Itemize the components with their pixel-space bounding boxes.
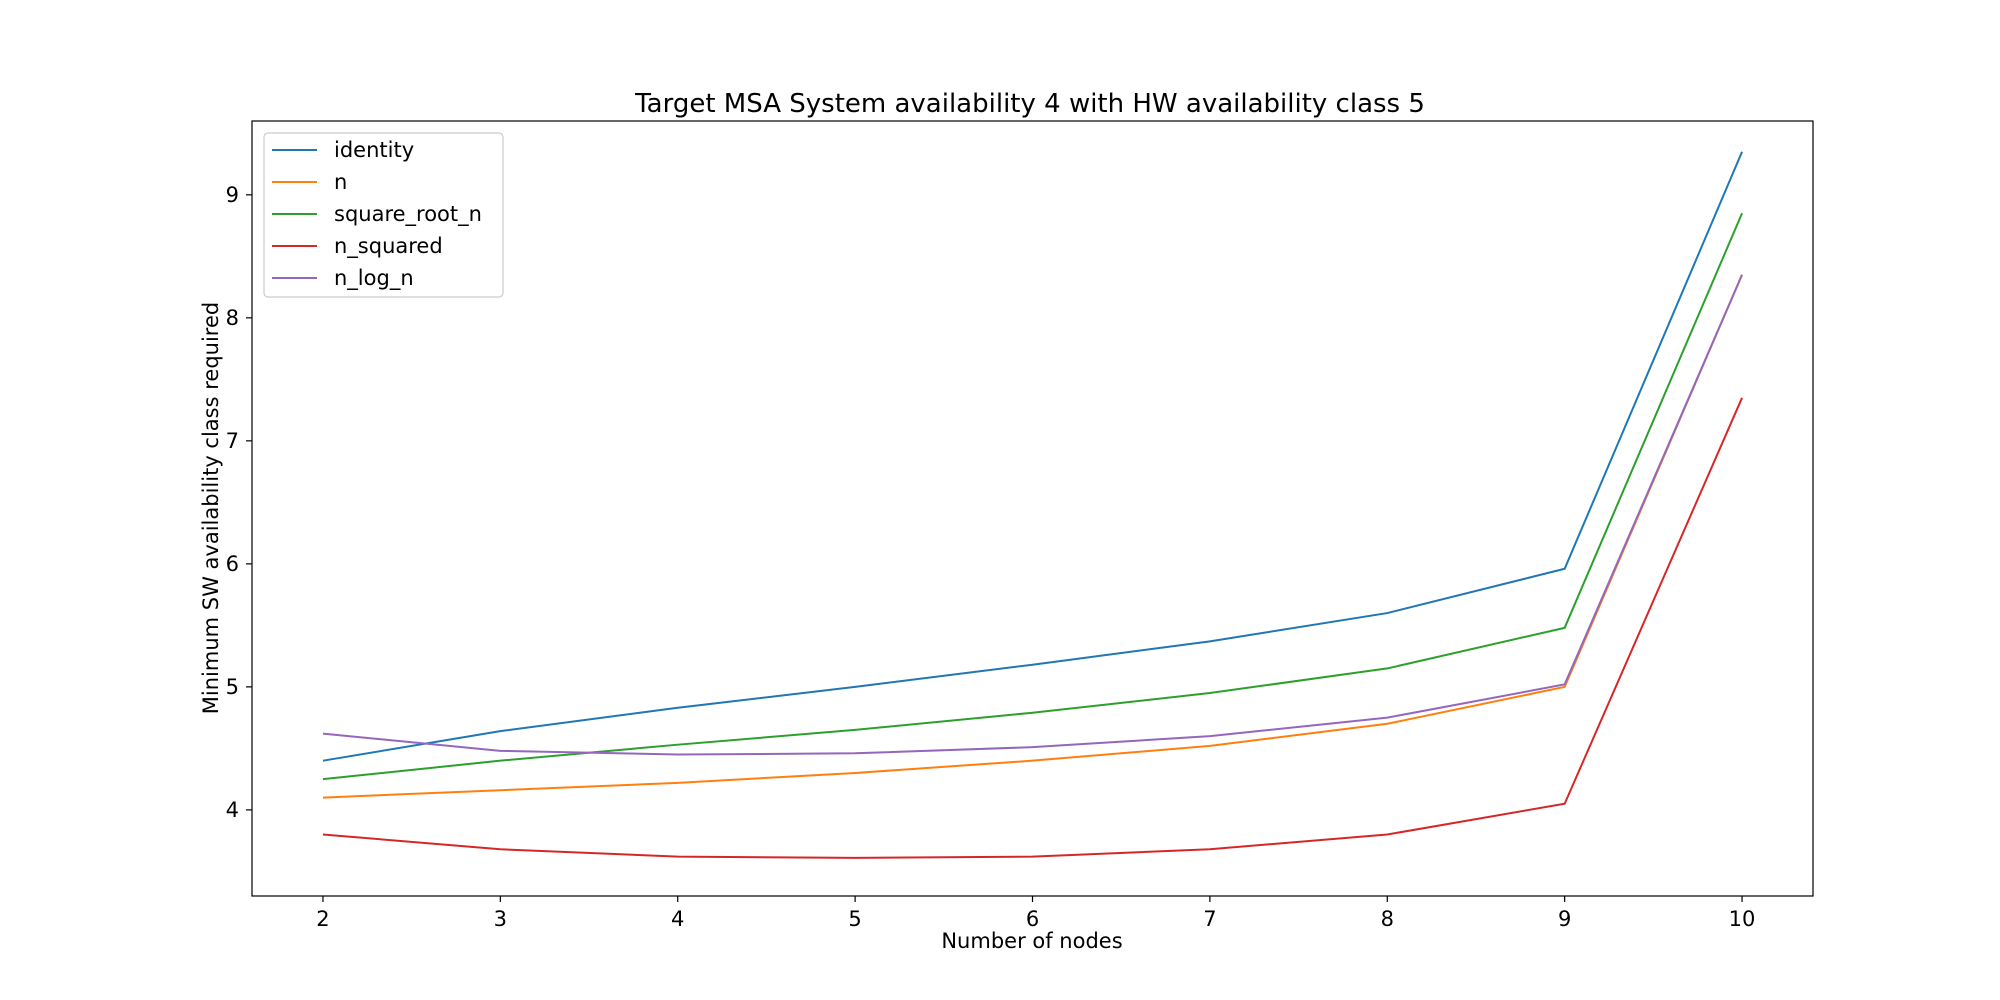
- y-axis-label: Minimum SW availability class required: [199, 302, 223, 714]
- y-tick-label: 6: [226, 552, 239, 576]
- x-tick-label: 6: [1026, 907, 1039, 931]
- series-line-square-root-n: [322, 212, 1743, 781]
- x-tick-label: 7: [1203, 907, 1216, 931]
- x-axis-label: Number of nodes: [941, 929, 1122, 953]
- series-line-identity: [322, 151, 1743, 762]
- x-axis: 2 3 4 5 6 7 8 9 10: [316, 896, 1755, 931]
- legend-box: [263, 132, 504, 298]
- x-tick-label: 8: [1381, 907, 1394, 931]
- series-line-n-squared: [322, 397, 1743, 859]
- y-axis: 4 5 6 7 8 9: [226, 183, 252, 822]
- y-tick-label: 8: [226, 306, 239, 330]
- series-line-n-log-n: [322, 274, 1743, 756]
- series-line-n: [322, 274, 1743, 799]
- y-tick-label: 4: [226, 798, 239, 822]
- legend-label-n-squared: n_squared: [334, 234, 443, 259]
- y-tick-label: 9: [226, 183, 239, 207]
- x-tick-label: 2: [316, 907, 329, 931]
- legend-label-square-root-n: square_root_n: [334, 202, 482, 227]
- legend-label-n-log-n: n_log_n: [334, 266, 414, 291]
- legend-label-identity: identity: [334, 138, 414, 162]
- x-tick-label: 9: [1558, 907, 1571, 931]
- chart-title: Target MSA System availability 4 with HW…: [634, 89, 1425, 119]
- legend: identity n square_root_n n_squared n_log_n: [263, 132, 504, 298]
- legend-label-n: n: [334, 170, 347, 194]
- y-tick-label: 5: [226, 675, 239, 699]
- y-tick-label: 7: [226, 429, 239, 453]
- x-tick-label: 4: [671, 907, 684, 931]
- x-tick-label: 10: [1729, 907, 1756, 931]
- x-tick-label: 3: [494, 907, 507, 931]
- x-tick-label: 5: [848, 907, 861, 931]
- series-lines: [322, 151, 1743, 859]
